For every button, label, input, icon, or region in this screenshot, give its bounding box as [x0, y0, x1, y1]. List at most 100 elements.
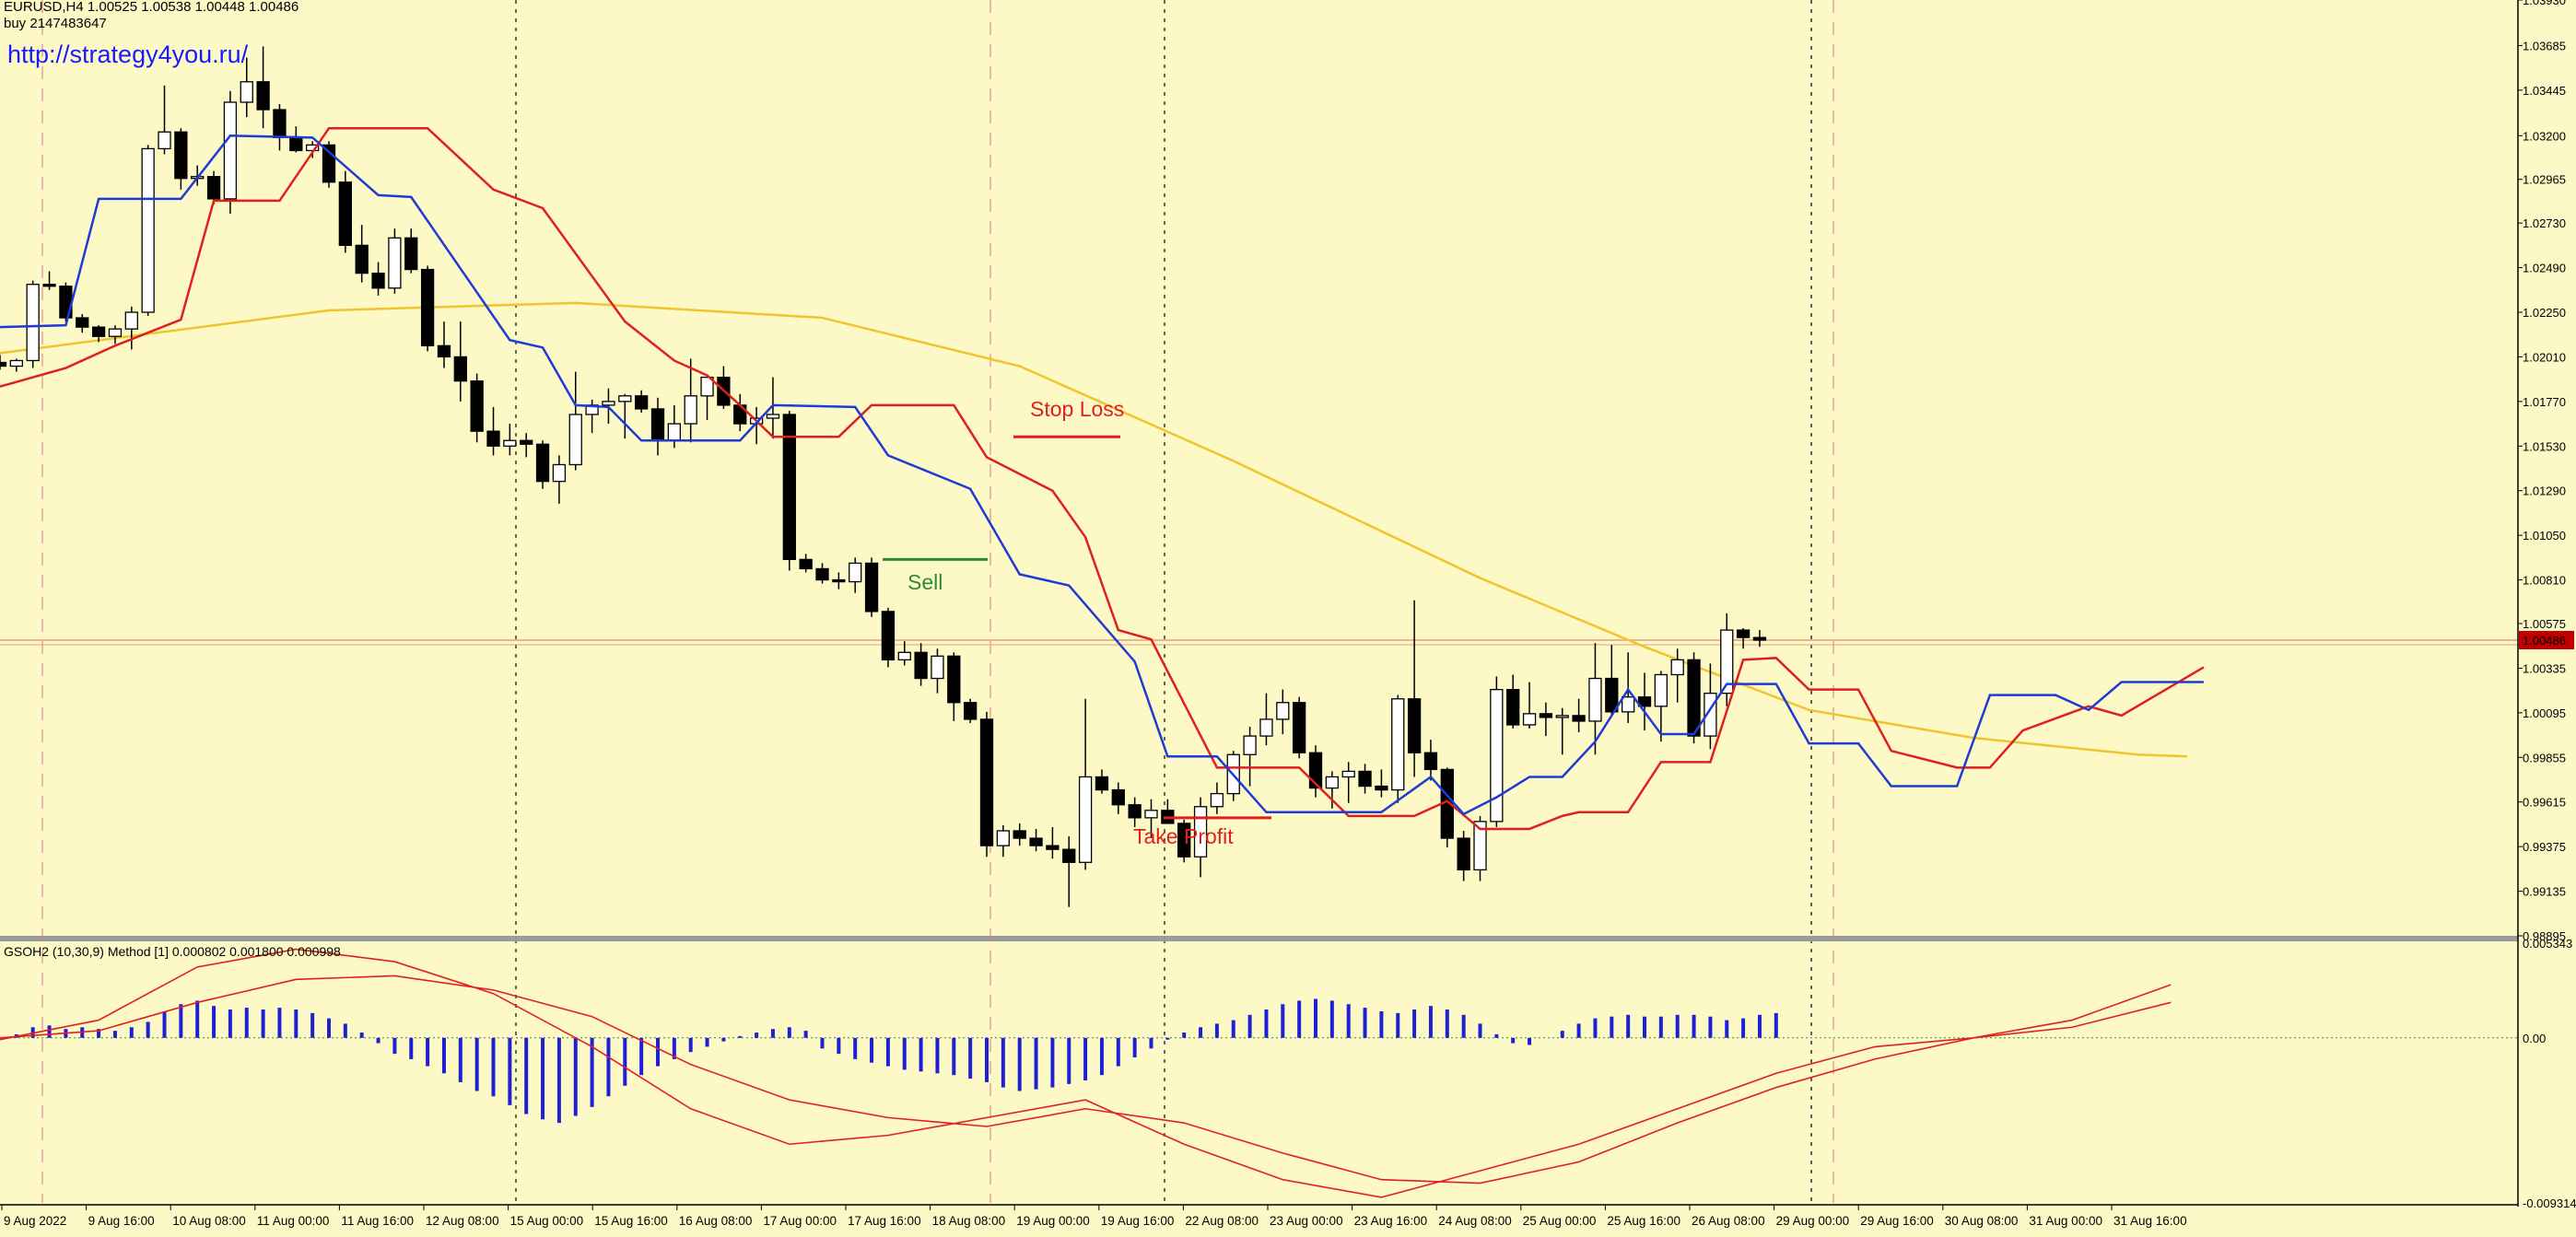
time-axis-label: 18 Aug 08:00	[932, 1214, 1006, 1228]
candle	[535, 440, 550, 489]
bull-candle-body	[1276, 702, 1290, 720]
bull-candle-body	[1473, 821, 1487, 871]
candle	[1161, 799, 1175, 824]
bear-candle-body	[289, 136, 303, 152]
bear-candle-body	[947, 655, 961, 704]
candle	[1539, 702, 1553, 737]
candle	[1440, 767, 1454, 848]
candle	[815, 563, 829, 584]
bull-candle-body	[849, 562, 862, 583]
bull-candle-body	[1325, 776, 1339, 789]
candle	[240, 57, 253, 118]
candle	[355, 225, 369, 283]
candle	[470, 373, 484, 443]
candle	[1111, 782, 1125, 814]
price-axis-label: 1.01050	[2523, 529, 2566, 543]
bear-candle-body	[1605, 677, 1619, 713]
price-axis-label: 1.02730	[2523, 216, 2566, 230]
take-profit-label: Take Profit	[1133, 824, 1234, 848]
bear-candle-body	[979, 718, 994, 846]
candle	[996, 824, 1010, 858]
bear-candle-body	[1111, 788, 1125, 806]
candle	[1341, 762, 1355, 803]
bear-candle-body	[453, 356, 467, 382]
price-axis-label: 1.01290	[2523, 484, 2566, 498]
bull-candle-body	[1654, 673, 1668, 707]
oscillator-axis-label: -0.009314	[2523, 1196, 2576, 1210]
bull-candle-body	[897, 651, 911, 660]
price-axis-label: 1.00810	[2523, 574, 2566, 588]
bull-candle-body	[1720, 629, 1734, 694]
oscillator-fast-line	[0, 948, 2172, 1198]
candle	[1193, 797, 1208, 878]
price-axis-label: 1.03445	[2523, 84, 2566, 98]
candle	[1308, 745, 1323, 798]
red-trend-line	[0, 126, 2205, 831]
oscillator-slow-line	[0, 974, 2172, 1184]
bear-candle-body	[1457, 837, 1470, 871]
candle	[1605, 645, 1619, 716]
strategy-site-link[interactable]: http://strategy4you.ru/	[7, 41, 249, 68]
bull-candle-body	[108, 328, 123, 337]
price-axis-label: 0.99375	[2523, 840, 2566, 854]
candle	[108, 325, 123, 344]
candle	[1013, 823, 1026, 846]
bear-candle-body	[76, 317, 89, 328]
time-axis-label: 23 Aug 00:00	[1270, 1214, 1343, 1228]
candle	[1752, 630, 1767, 648]
candle	[799, 554, 813, 573]
bear-candle-body	[1046, 845, 1060, 850]
time-axis-label: 25 Aug 16:00	[1607, 1214, 1680, 1228]
candle	[1522, 682, 1537, 729]
candle	[1243, 726, 1257, 787]
candle	[174, 128, 188, 190]
bull-candle-body	[1622, 696, 1635, 713]
candle	[1588, 643, 1602, 755]
candle	[1358, 764, 1372, 794]
bull-candle-body	[388, 237, 402, 289]
bear-candle-body	[650, 408, 665, 441]
bear-candle-body	[437, 344, 451, 358]
candle	[1555, 707, 1569, 755]
bull-candle-body	[1555, 715, 1569, 718]
candle	[1720, 613, 1734, 706]
bear-candle-body	[355, 244, 369, 274]
time-axis-label: 29 Aug 00:00	[1776, 1214, 1850, 1228]
bear-candle-body	[520, 439, 533, 445]
chart-grid	[0, 0, 2521, 1203]
subwindow-divider[interactable]	[0, 936, 2518, 941]
candle	[914, 643, 928, 686]
oscillator-axis-label: 0.005343	[2523, 937, 2572, 951]
candle	[520, 433, 533, 458]
bull-candle-body	[1341, 770, 1355, 778]
time-axis-label: 24 Aug 08:00	[1438, 1214, 1512, 1228]
candle	[1128, 797, 1142, 827]
candle	[503, 424, 517, 456]
candle	[849, 557, 862, 593]
bear-candle-body	[1013, 830, 1026, 839]
candle	[273, 104, 287, 151]
candle	[947, 652, 961, 721]
candle	[158, 85, 171, 155]
trade-annotations: Stop Loss Sell Take Profit	[883, 397, 1271, 848]
price-axis-label: 0.99615	[2523, 796, 2566, 810]
time-axis-label: 9 Aug 16:00	[88, 1214, 155, 1228]
candle	[1046, 826, 1060, 859]
bear-candle-body	[1423, 752, 1438, 771]
time-axis-label: 15 Aug 16:00	[594, 1214, 668, 1228]
candle	[437, 321, 451, 368]
bull-candle-body	[1490, 688, 1504, 823]
candle	[881, 607, 896, 668]
time-axis-label: 22 Aug 08:00	[1185, 1214, 1259, 1228]
bull-candle-body	[602, 401, 615, 406]
price-axis-label: 1.02965	[2523, 173, 2566, 187]
bear-candle-body	[1177, 823, 1191, 858]
candle	[964, 698, 978, 723]
candle	[76, 314, 89, 333]
candle	[568, 371, 582, 471]
bear-candle-body	[470, 380, 484, 432]
candle	[1259, 693, 1273, 746]
bear-candle-body	[174, 131, 188, 180]
